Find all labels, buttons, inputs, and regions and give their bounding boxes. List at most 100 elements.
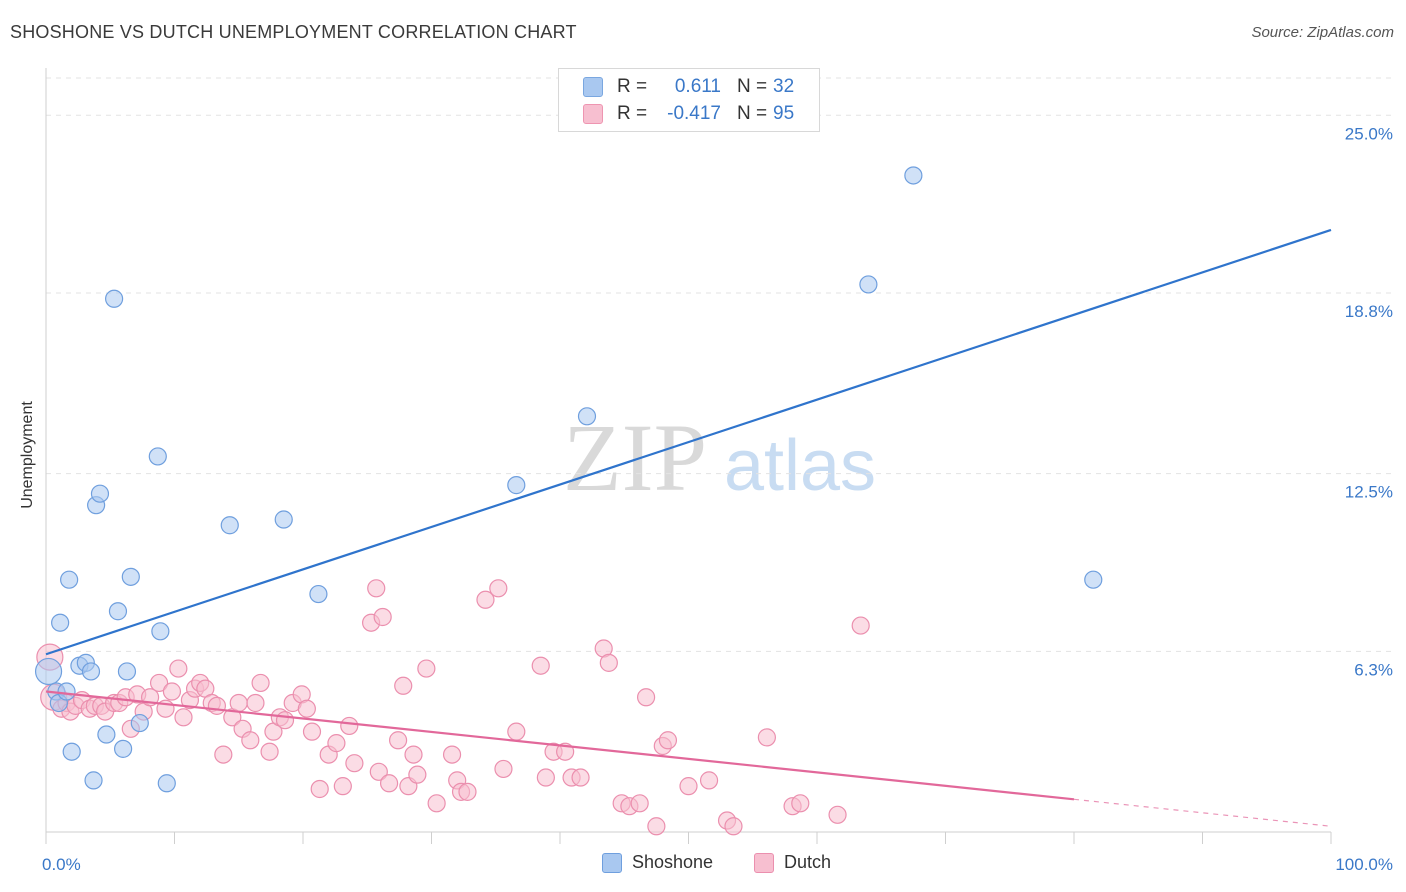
dutch-point xyxy=(149,673,169,693)
dutch-point xyxy=(333,777,352,796)
shoshone-swatch xyxy=(583,77,603,97)
dutch-point xyxy=(791,794,810,813)
dutch-point xyxy=(404,745,423,764)
dutch-point xyxy=(507,722,526,741)
dutch-point xyxy=(679,777,698,796)
y-tick-label: 25.0% xyxy=(1345,124,1393,143)
shoshone-point xyxy=(309,584,328,604)
dutch-point xyxy=(427,794,446,813)
legend-item-label: Dutch xyxy=(784,852,832,872)
chart-title: SHOSHONE VS DUTCH UNEMPLOYMENT CORRELATI… xyxy=(10,22,577,42)
dutch-point xyxy=(310,779,329,799)
shoshone-point xyxy=(157,774,176,793)
shoshone-point xyxy=(81,662,101,681)
shoshone-point xyxy=(117,662,137,681)
x-tick-label: 100.0% xyxy=(1335,855,1393,874)
dutch-legend-swatch xyxy=(754,852,774,873)
y-tick-label: 6.3% xyxy=(1354,660,1393,679)
dutch-point xyxy=(367,579,386,598)
legend-item-label: Shoshone xyxy=(632,852,714,872)
dutch-point xyxy=(757,728,776,747)
watermark: ZIP atlas xyxy=(563,404,876,511)
shoshone-point xyxy=(113,739,133,758)
legend-item-dutch[interactable]: Dutch xyxy=(754,852,831,873)
dutch-point xyxy=(724,817,743,836)
shoshone-point xyxy=(51,613,70,632)
dutch-point xyxy=(340,716,359,736)
shoshone-point xyxy=(90,484,110,503)
dutch-point xyxy=(851,616,870,635)
source-label: Source: ZipAtlas.com xyxy=(1251,24,1394,41)
dutch-point xyxy=(394,676,413,695)
shoshone-point xyxy=(1084,570,1103,589)
shoshone-point xyxy=(274,510,293,529)
grid-lines xyxy=(46,77,1393,652)
dutch-point xyxy=(373,607,392,627)
dutch-point xyxy=(489,579,508,598)
shoshone-point xyxy=(577,407,597,426)
dutch-point xyxy=(214,745,233,764)
r-label: R = xyxy=(617,76,648,97)
dutch-point xyxy=(327,734,346,753)
shoshone-point xyxy=(121,567,140,586)
shoshone-point xyxy=(60,570,79,589)
shoshone-point xyxy=(108,602,128,621)
watermark-atlas: atlas xyxy=(724,426,876,506)
y-tick-label: 12.5% xyxy=(1345,483,1393,502)
n-value: 95 xyxy=(773,103,795,124)
shoshone-point xyxy=(34,657,63,686)
dutch-trend-extension xyxy=(1073,798,1332,827)
dutch-point xyxy=(658,731,678,750)
dutch-point xyxy=(417,659,436,678)
shoshone-point xyxy=(130,713,149,733)
shoshone-point xyxy=(105,289,124,308)
shoshone-point xyxy=(62,742,81,761)
shoshone-point xyxy=(859,275,878,294)
shoshone-point xyxy=(97,725,116,744)
dutch-point xyxy=(369,762,388,781)
dutch-point xyxy=(174,708,193,727)
dutch-point xyxy=(229,693,248,713)
dutch-point xyxy=(302,722,322,741)
dutch-point xyxy=(828,805,847,824)
dutch-swatch xyxy=(583,104,603,124)
dutch-point xyxy=(241,731,260,750)
dutch-point xyxy=(275,711,295,730)
dutch-point xyxy=(207,696,227,715)
dutch-point xyxy=(599,653,618,672)
series-legend: Shoshone Dutch xyxy=(0,852,1406,876)
dutch-point xyxy=(630,794,649,813)
trend-lines xyxy=(45,228,1332,827)
dutch-point xyxy=(636,688,656,707)
dutch-point xyxy=(536,768,555,787)
dutch-point xyxy=(251,673,270,693)
n-value: 32 xyxy=(773,76,795,97)
dutch-point xyxy=(345,754,364,773)
shoshone-point xyxy=(904,166,923,185)
dutch-point xyxy=(699,771,719,790)
r-value: 0.611 xyxy=(674,76,721,97)
dutch-point xyxy=(531,656,550,675)
legend-row-dutch: R = -0.417 N = 95 xyxy=(583,103,794,125)
r-label: R = xyxy=(617,103,648,124)
dutch-point xyxy=(162,682,182,701)
dutch-point xyxy=(408,765,427,784)
dutch-point xyxy=(647,817,666,836)
shoshone-point xyxy=(84,771,103,790)
shoshone-point xyxy=(220,516,239,535)
shoshone-point xyxy=(151,622,170,641)
dutch-point xyxy=(476,590,495,609)
dutch-point xyxy=(260,742,279,761)
dutch-points xyxy=(36,579,870,836)
dutch-point xyxy=(379,774,399,793)
legend-item-shoshone[interactable]: Shoshone xyxy=(602,852,713,873)
dutch-point xyxy=(169,659,188,678)
dutch-trend-line xyxy=(45,690,1075,801)
x-tick-label: 0.0% xyxy=(42,855,81,874)
dutch-point xyxy=(297,699,316,718)
dutch-point xyxy=(494,759,513,779)
shoshone-point xyxy=(507,476,526,495)
shoshone-point xyxy=(148,447,167,466)
shoshone-points xyxy=(34,166,1103,793)
